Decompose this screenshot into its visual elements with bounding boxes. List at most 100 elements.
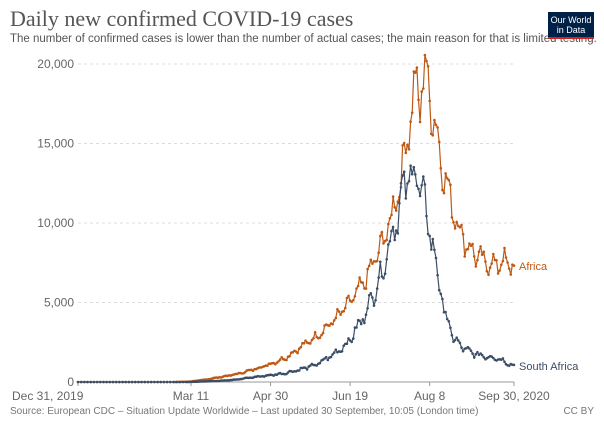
x-tick-label: Aug 8 [414, 389, 446, 403]
data-point [364, 313, 368, 317]
data-point [415, 184, 419, 188]
data-point [105, 380, 108, 384]
data-point [339, 313, 342, 316]
data-point [361, 281, 365, 285]
data-point [375, 287, 379, 290]
data-point [312, 337, 315, 340]
data-point [79, 380, 83, 384]
data-point [363, 321, 366, 325]
data-point [299, 345, 303, 349]
data-point [466, 247, 470, 251]
x-tick-label: Dec 31, 2019 [12, 389, 84, 403]
data-point [111, 380, 115, 384]
data-point [406, 143, 409, 147]
data-point [320, 333, 323, 337]
data-point [340, 350, 344, 353]
data-point [165, 380, 169, 384]
data-point [380, 230, 384, 234]
data-point [477, 250, 481, 253]
data-point [452, 221, 455, 224]
data-point [364, 287, 368, 290]
owid-logo[interactable]: Our World in Data [548, 12, 594, 39]
data-point [469, 349, 473, 353]
data-point [277, 360, 280, 363]
data-point [172, 380, 175, 384]
data-point [342, 344, 346, 348]
license-link[interactable]: CC BY [563, 406, 594, 417]
data-point [407, 148, 411, 151]
data-point [313, 331, 317, 334]
data-point [396, 200, 400, 203]
data-point [297, 369, 301, 372]
data-point [169, 380, 172, 384]
data-point [302, 342, 306, 345]
data-point [507, 364, 511, 368]
data-point [108, 380, 112, 384]
data-point [369, 292, 373, 295]
data-point [134, 380, 137, 384]
logo-line1: Our World [550, 15, 592, 25]
data-point [430, 248, 433, 251]
data-point [425, 59, 428, 63]
data-point [99, 380, 102, 384]
data-point [393, 205, 397, 209]
data-point [409, 120, 412, 123]
data-point [485, 269, 489, 273]
data-point [347, 337, 350, 340]
data-point [441, 188, 444, 192]
data-point [423, 183, 427, 186]
data-point [444, 310, 447, 314]
data-point [355, 326, 358, 329]
data-point [118, 380, 121, 384]
data-point [420, 184, 424, 187]
data-point [178, 380, 182, 384]
data-point [398, 202, 401, 205]
logo-line2: in Data [556, 25, 586, 35]
data-point [385, 258, 389, 261]
data-point [447, 178, 451, 182]
data-point [369, 258, 373, 262]
data-point [409, 164, 412, 167]
data-point [422, 175, 425, 178]
data-point [153, 380, 156, 384]
data-point [285, 358, 288, 362]
data-point [294, 350, 298, 353]
data-point [92, 380, 96, 384]
series-label: South Africa [519, 361, 579, 373]
chart-subtitle: The number of confirmed cases is lower t… [10, 33, 597, 45]
data-point [506, 261, 509, 264]
data-point [417, 98, 420, 102]
data-point [428, 234, 432, 238]
data-point [445, 317, 449, 321]
data-point [329, 355, 333, 359]
data-point [390, 213, 393, 217]
data-point [402, 170, 406, 173]
data-point [461, 232, 465, 236]
data-point [121, 380, 124, 384]
data-point [414, 71, 417, 74]
data-point [450, 333, 454, 337]
data-point [450, 216, 454, 219]
data-point [390, 229, 393, 233]
data-point [137, 380, 140, 384]
data-point [468, 242, 471, 245]
data-point [495, 259, 498, 262]
data-point [326, 358, 330, 362]
data-point [391, 225, 395, 229]
data-point [452, 340, 455, 344]
data-point [418, 120, 422, 124]
series-line-south-africa [78, 165, 515, 383]
data-point [328, 324, 331, 328]
data-point [278, 358, 282, 361]
data-point [83, 380, 86, 384]
data-point [356, 284, 360, 288]
data-point [371, 296, 374, 299]
data-point [428, 99, 432, 103]
data-point [433, 248, 436, 252]
data-point [500, 263, 503, 267]
data-point [361, 318, 365, 321]
data-point [410, 111, 414, 114]
data-point [331, 353, 334, 356]
data-point [243, 370, 247, 374]
data-point [402, 141, 406, 145]
